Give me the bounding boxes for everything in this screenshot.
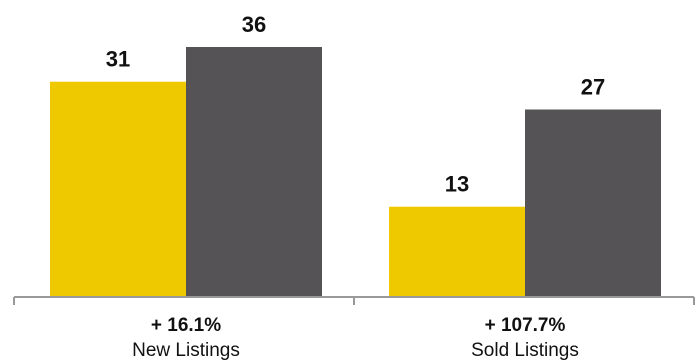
data-label-1-0: 13 bbox=[445, 172, 469, 197]
bar-0-0 bbox=[50, 81, 186, 297]
category-label-0: New Listings bbox=[132, 340, 240, 361]
category-label-1: Sold Listings bbox=[471, 340, 579, 361]
data-label-0-1: 36 bbox=[242, 12, 266, 37]
bar-0-1 bbox=[186, 47, 322, 297]
data-label-0-0: 31 bbox=[106, 47, 130, 72]
x-axis bbox=[13, 296, 695, 305]
data-label-1-1: 27 bbox=[581, 75, 605, 100]
bar-1-0 bbox=[389, 206, 525, 297]
change-label-1: + 107.7% bbox=[485, 315, 566, 336]
change-label-0: + 16.1% bbox=[151, 315, 221, 336]
labels-layer: 31 36 + 16.1% New Listings 13 27 + 107.7% Sold … bbox=[106, 12, 605, 361]
bars-layer bbox=[50, 47, 661, 297]
bar-1-1 bbox=[525, 109, 661, 297]
